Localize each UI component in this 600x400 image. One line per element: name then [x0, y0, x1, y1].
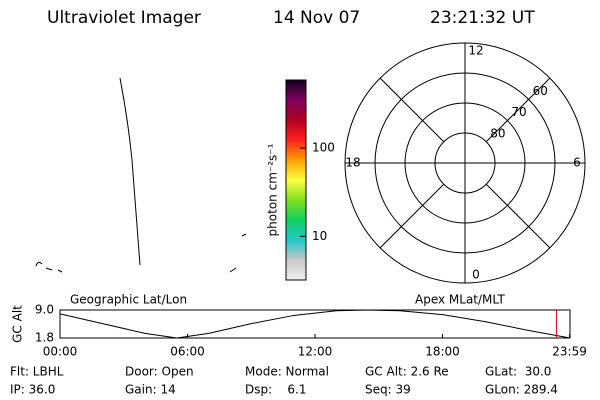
colorbar-tick-label: 100	[312, 141, 335, 155]
y-tick-label: 1.8	[35, 331, 54, 345]
x-tick-label: 18:00	[425, 345, 460, 359]
info-field: Flt: LBHL	[10, 365, 64, 379]
y-tick-label: 9.0	[35, 303, 54, 317]
polar-diagonal	[485, 77, 551, 143]
x-tick-label: 06:00	[170, 345, 205, 359]
polar-diagonal	[485, 183, 551, 249]
ring-label: 70	[511, 105, 526, 119]
x-tick-label: 00:00	[43, 345, 78, 359]
polar-diagonal	[379, 183, 445, 249]
colorbar-label: photon cm⁻²s⁻¹	[266, 143, 280, 236]
colorbar-tick-label: 10	[312, 229, 327, 243]
info-field: GLat: 30.0	[485, 365, 551, 379]
mlt-label: 12	[468, 44, 483, 58]
timeline-frame	[59, 309, 571, 339]
timeline-right-label: Apex MLat/MLT	[415, 293, 505, 307]
x-tick-label: 12:00	[298, 345, 333, 359]
polar-diagonal	[379, 77, 445, 143]
mlt-label: 18	[345, 156, 360, 170]
info-field: Gain: 14	[125, 383, 176, 397]
timeline-left-label: Geographic Lat/Lon	[70, 293, 187, 307]
x-tick-label: 23:59	[552, 345, 587, 359]
info-field: GC Alt: 2.6 Re	[365, 365, 449, 379]
info-field: Mode: Normal	[245, 365, 329, 379]
info-field: Seq: 39	[365, 383, 411, 397]
date: 14 Nov 07	[273, 8, 360, 28]
title: Ultraviolet Imager	[47, 8, 201, 28]
time: 23:21:32 UT	[430, 8, 535, 28]
info-field: Door: Open	[125, 365, 194, 379]
mlt-label: 6	[573, 156, 581, 170]
timeline-y-label: GC Alt	[11, 305, 25, 343]
ring-label: 80	[490, 126, 505, 140]
coastlines	[35, 77, 247, 273]
altitude-line	[59, 309, 571, 339]
colorbar	[285, 79, 307, 281]
info-field: Dsp: 6.1	[245, 383, 307, 397]
ring-label: 60	[533, 84, 548, 98]
mlt-label: 0	[472, 268, 480, 282]
info-field: GLon: 289.4	[485, 383, 558, 397]
info-field: IP: 36.0	[10, 383, 55, 397]
